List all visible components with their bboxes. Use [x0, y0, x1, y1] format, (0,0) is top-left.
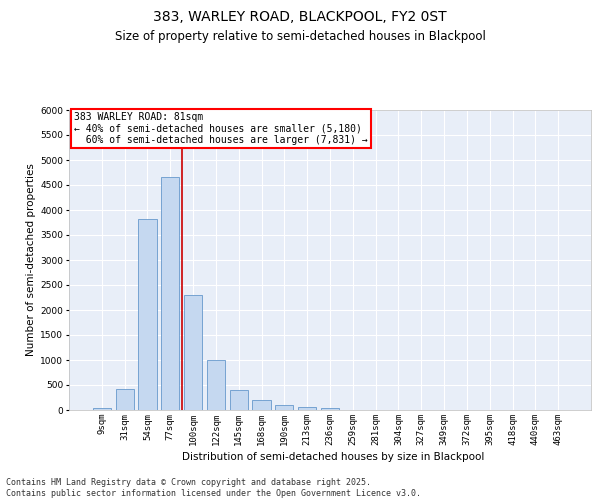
Bar — [321, 408, 339, 410]
Bar — [298, 406, 316, 410]
Text: Contains HM Land Registry data © Crown copyright and database right 2025.
Contai: Contains HM Land Registry data © Crown c… — [6, 478, 421, 498]
Text: Distribution of semi-detached houses by size in Blackpool: Distribution of semi-detached houses by … — [182, 452, 484, 462]
Bar — [253, 400, 271, 410]
Bar — [93, 408, 111, 410]
Text: 383, WARLEY ROAD, BLACKPOOL, FY2 0ST: 383, WARLEY ROAD, BLACKPOOL, FY2 0ST — [153, 10, 447, 24]
Bar — [184, 295, 202, 410]
Bar — [275, 405, 293, 410]
Text: Size of property relative to semi-detached houses in Blackpool: Size of property relative to semi-detach… — [115, 30, 485, 43]
Bar — [207, 360, 225, 410]
Bar — [116, 388, 134, 410]
Y-axis label: Number of semi-detached properties: Number of semi-detached properties — [26, 164, 36, 356]
Text: 383 WARLEY ROAD: 81sqm
← 40% of semi-detached houses are smaller (5,180)
  60% o: 383 WARLEY ROAD: 81sqm ← 40% of semi-det… — [74, 112, 368, 144]
Bar — [230, 390, 248, 410]
Bar — [139, 219, 157, 410]
Bar — [161, 177, 179, 410]
